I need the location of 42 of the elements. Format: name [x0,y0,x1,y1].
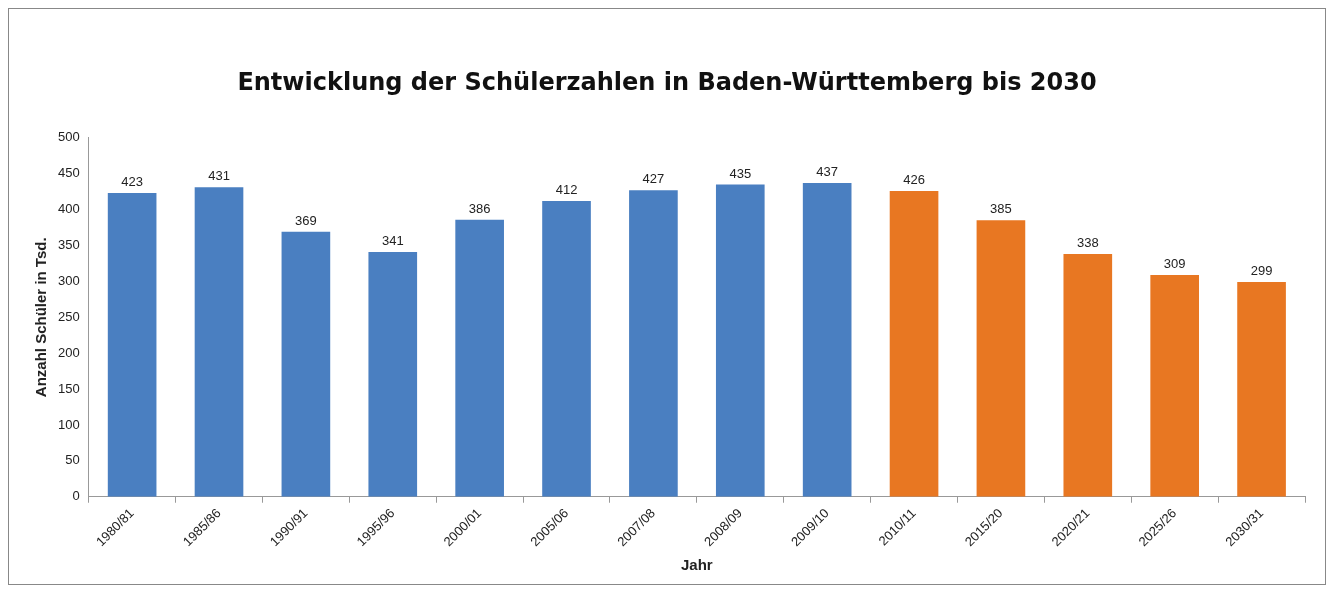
data-label: 437 [816,164,839,180]
data-label: 338 [1076,235,1099,251]
data-label: 431 [208,168,230,184]
bar [1150,274,1200,497]
data-label: 427 [642,171,665,187]
bar [629,190,678,497]
y-tick-label: 50 [65,452,80,468]
chart-title: Entwicklung der Schülerzahlen in Baden-Württemberg bis 2030 [237,67,1097,96]
bar [889,190,939,497]
data-label: 426 [903,172,925,187]
data-label: 423 [121,174,143,190]
y-tick-label: 250 [57,308,80,324]
y-tick-label: 450 [57,165,80,181]
bar [455,219,504,497]
data-label: 435 [729,165,752,181]
bar [281,231,331,497]
bar [194,187,244,497]
bar [542,200,591,497]
bar [107,193,157,497]
y-tick-label: 150 [57,380,80,396]
data-label: 386 [468,200,491,216]
y-tick-label: 200 [57,344,80,360]
bar [1063,254,1113,497]
data-label: 385 [990,201,1012,217]
y-tick-label: 0 [72,488,80,504]
bar [715,184,765,497]
y-tick-label: 350 [57,237,80,253]
data-label: 341 [381,233,404,249]
data-label: 309 [1163,255,1186,271]
y-tick-label: 100 [57,416,80,432]
bar [802,183,852,497]
x-axis-title: Jahr [681,556,713,574]
y-axis-title: Anzahl Schüler in Tsd. [32,237,50,398]
bar [1237,282,1286,497]
y-tick-label: 300 [57,272,80,288]
data-label: 299 [1250,263,1273,279]
data-label: 369 [295,212,317,228]
bar [368,251,418,497]
y-tick-label: 500 [57,129,80,145]
y-tick-label: 400 [57,201,80,217]
bar [976,220,1026,497]
data-label: 412 [555,182,578,198]
